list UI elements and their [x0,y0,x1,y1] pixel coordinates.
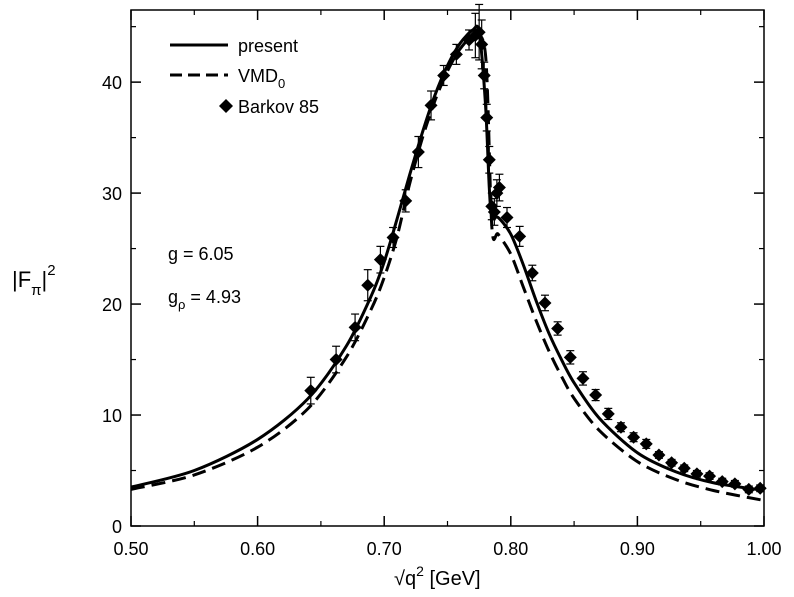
plot-frame [130,9,765,527]
data-point [563,350,577,364]
x-tick-label: 0.60 [240,539,275,559]
data-point [513,229,527,243]
data-point [551,321,565,335]
legend-vmd-base: VMD [238,66,278,86]
y-tick-label: 10 [102,406,122,426]
data-point [589,388,603,402]
annotation-g-rho: gρ = 4.93 [168,287,241,312]
data-point [373,253,387,267]
y-tick-label: 20 [102,295,122,315]
data-point [753,481,767,495]
data-point [361,278,375,292]
data-point [492,181,506,195]
x-axis-label: √q2 [GeV] [394,563,481,590]
data-point [525,266,539,280]
data-point [424,98,438,112]
y-tick-label: 40 [102,73,122,93]
data-point [472,25,486,39]
data-point [477,68,491,82]
data-point [500,211,514,225]
data-point [538,296,552,310]
data-point [703,469,717,483]
data-point [639,437,653,451]
annotation-g-rho-subscript: ρ [178,297,185,312]
y-axis-label-subscript: π [31,282,41,299]
data-point [399,194,413,208]
legend-barkov-marker [219,99,233,113]
data-point [627,430,641,444]
data-point [348,320,362,334]
data-point [304,384,318,398]
y-axis-label: |Fπ|2 [12,262,56,299]
y-axis-label-close: | [42,267,48,292]
y-axis-label-exponent: 2 [47,262,55,279]
axis-tick-labels: 0.50 0.60 0.70 0.80 0.90 1.00 0 10 20 30 40 [102,73,782,559]
data-point [475,37,489,51]
axis-ticks [130,10,765,527]
legend-vmd-subscript: 0 [278,76,285,91]
x-tick-label: 0.80 [493,539,528,559]
x-axis-label-unit: [GeV] [424,568,481,590]
x-axis-label-base: q [405,568,416,590]
y-tick-label: 0 [112,517,122,537]
data-point [437,68,451,82]
data-point [601,407,615,421]
data-point [482,153,496,167]
data-point [728,477,742,491]
data-point [614,420,628,434]
y-tick-label: 30 [102,184,122,204]
annotation-g-rho-base: g [168,287,178,307]
data-point [480,111,494,125]
data-point [386,230,400,244]
series-layer [130,3,767,502]
data-point [411,145,425,159]
legend: present VMD0 Barkov 85 [170,36,319,117]
data-point [449,47,463,61]
legend-barkov-label: Barkov 85 [238,97,319,117]
annotation-g: g = 6.05 [168,244,234,264]
x-tick-label: 0.90 [620,539,655,559]
data-point [677,461,691,475]
annotation-g-rho-value: = 4.93 [185,287,241,307]
y-axis-label-base: |F [12,267,31,292]
data-point [690,467,704,481]
x-tick-label: 1.00 [746,539,781,559]
data-point [742,482,756,496]
data-point [576,371,590,385]
x-axis-label-exponent: 2 [416,563,424,579]
data-point [665,456,679,470]
legend-vmd-label: VMD0 [238,66,285,91]
data-point [487,205,501,219]
x-tick-label: 0.70 [367,539,402,559]
legend-present-label: present [238,36,298,56]
data-point [652,448,666,462]
data-point [715,475,729,489]
data-point [329,353,343,367]
x-tick-label: 0.50 [113,539,148,559]
x-axis-label-radical: √ [394,568,405,590]
